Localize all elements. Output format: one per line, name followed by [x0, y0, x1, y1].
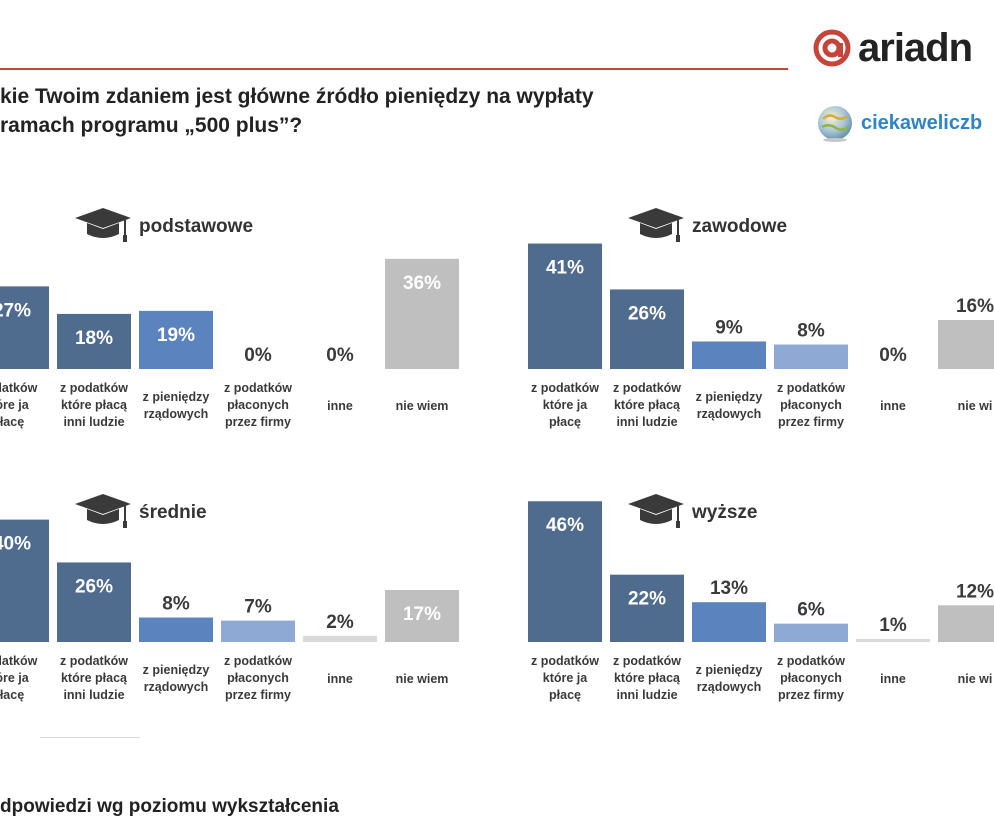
bar: [692, 341, 766, 369]
category-label: nie wi: [958, 399, 993, 413]
bar: [221, 620, 295, 642]
question-title: kie Twoim zdaniem jest główne źródło pie…: [0, 82, 760, 140]
bar: [692, 602, 766, 642]
title-line-2: ramach programu „500 plus”?: [0, 114, 303, 137]
data-label: 1%: [879, 615, 907, 636]
bar: [385, 589, 459, 642]
data-label: 8%: [797, 321, 825, 342]
category-label: z podatków płaconych przez firmy: [224, 654, 292, 702]
bar: [856, 638, 930, 642]
bar: [57, 562, 131, 642]
header-rule: [0, 68, 788, 70]
site-text: ciekaweliczb: [861, 111, 983, 134]
category-label: z pieniędzy rządowych: [143, 390, 210, 421]
category-label: z podatków które ja płacę: [531, 654, 599, 702]
data-label: 40%: [0, 534, 31, 555]
data-label: 7%: [244, 597, 272, 618]
data-label: 18%: [75, 328, 113, 349]
site-brand: ciekaweliczb: [815, 103, 982, 143]
data-label: 16%: [956, 296, 994, 317]
category-label: nie wiem: [396, 399, 449, 413]
logo-text: ariadn: [858, 26, 973, 70]
chart-title: wyższe: [691, 502, 757, 523]
bar: [139, 617, 213, 642]
category-label: z podatków które płacą inni ludzie: [613, 381, 681, 429]
bar: [938, 320, 994, 369]
data-label: 12%: [956, 581, 994, 602]
bar: [610, 574, 684, 642]
chart-title: zawodowe: [692, 216, 787, 237]
data-label: 17%: [403, 604, 441, 625]
data-label: 41%: [546, 258, 584, 279]
data-label: 8%: [162, 594, 190, 615]
bar: [528, 501, 602, 642]
category-label: z podatków które płacą inni ludzie: [60, 381, 128, 429]
data-label: 0%: [244, 345, 272, 366]
category-label: z podatków które ja płacę: [531, 381, 599, 429]
category-label: z podatków płaconych przez firmy: [777, 654, 845, 702]
data-label: 46%: [546, 515, 584, 536]
bar: [385, 258, 459, 369]
title-line-1: kie Twoim zdaniem jest główne źródło pie…: [0, 85, 594, 108]
graduation-cap-icon: [628, 494, 684, 528]
bar: [610, 289, 684, 369]
chart-panel-4: wyższe 46% z podatków które ja płacę 22% z pod…: [528, 494, 994, 702]
bar: [528, 243, 602, 369]
bar: [774, 344, 848, 369]
graduation-cap-icon: [628, 208, 684, 242]
bar: [774, 623, 848, 642]
globe-icon: [818, 106, 852, 142]
category-label: inne: [880, 672, 906, 686]
chart-panel-2: zawodowe 41% z podatków które ja płacę 26% z p…: [528, 208, 994, 429]
category-label: z pieniędzy rządowych: [696, 390, 763, 421]
chart-title: średnie: [139, 502, 207, 523]
bar: [0, 286, 49, 369]
category-label: z pieniędzy rządowych: [143, 663, 210, 694]
data-label: 19%: [157, 325, 195, 346]
data-label: 0%: [879, 345, 907, 366]
category-label: z pieniędzy rządowych: [696, 663, 763, 694]
chart-title: podstawowe: [139, 216, 253, 237]
category-label: inne: [880, 399, 906, 413]
category-label: inne: [327, 399, 353, 413]
graduation-cap-icon: [75, 494, 131, 528]
bar: [139, 310, 213, 369]
category-label: inne: [327, 672, 353, 686]
data-label: 6%: [797, 600, 825, 621]
footer-divider: [40, 737, 140, 738]
category-label: z podatków które płacą inni ludzie: [613, 654, 681, 702]
data-label: 26%: [628, 303, 666, 324]
data-label: 22%: [628, 589, 666, 610]
data-label: 36%: [403, 273, 441, 294]
ariadna-at-icon: [813, 29, 851, 67]
footer-caption: dpowiedzi wg poziomu wykształcenia: [0, 796, 339, 817]
category-label: nie wi: [958, 672, 993, 686]
data-label: 26%: [75, 576, 113, 597]
category-label: z podatków które płacą inni ludzie: [60, 654, 128, 702]
bar: [303, 635, 377, 642]
bar: [0, 519, 49, 642]
category-label: z podatków płaconych przez firmy: [224, 381, 292, 429]
category-label: nie wiem: [396, 672, 449, 686]
data-label: 13%: [710, 578, 748, 599]
data-label: 9%: [715, 317, 743, 338]
data-label: 2%: [326, 612, 354, 633]
ariadna-logo: ariadn: [812, 26, 973, 70]
data-label: 0%: [326, 345, 354, 366]
graduation-cap-icon: [75, 208, 131, 242]
category-label: z podatków płaconych przez firmy: [777, 381, 845, 429]
bar: [938, 605, 994, 642]
bar: [57, 313, 131, 369]
data-label: 27%: [0, 300, 31, 321]
